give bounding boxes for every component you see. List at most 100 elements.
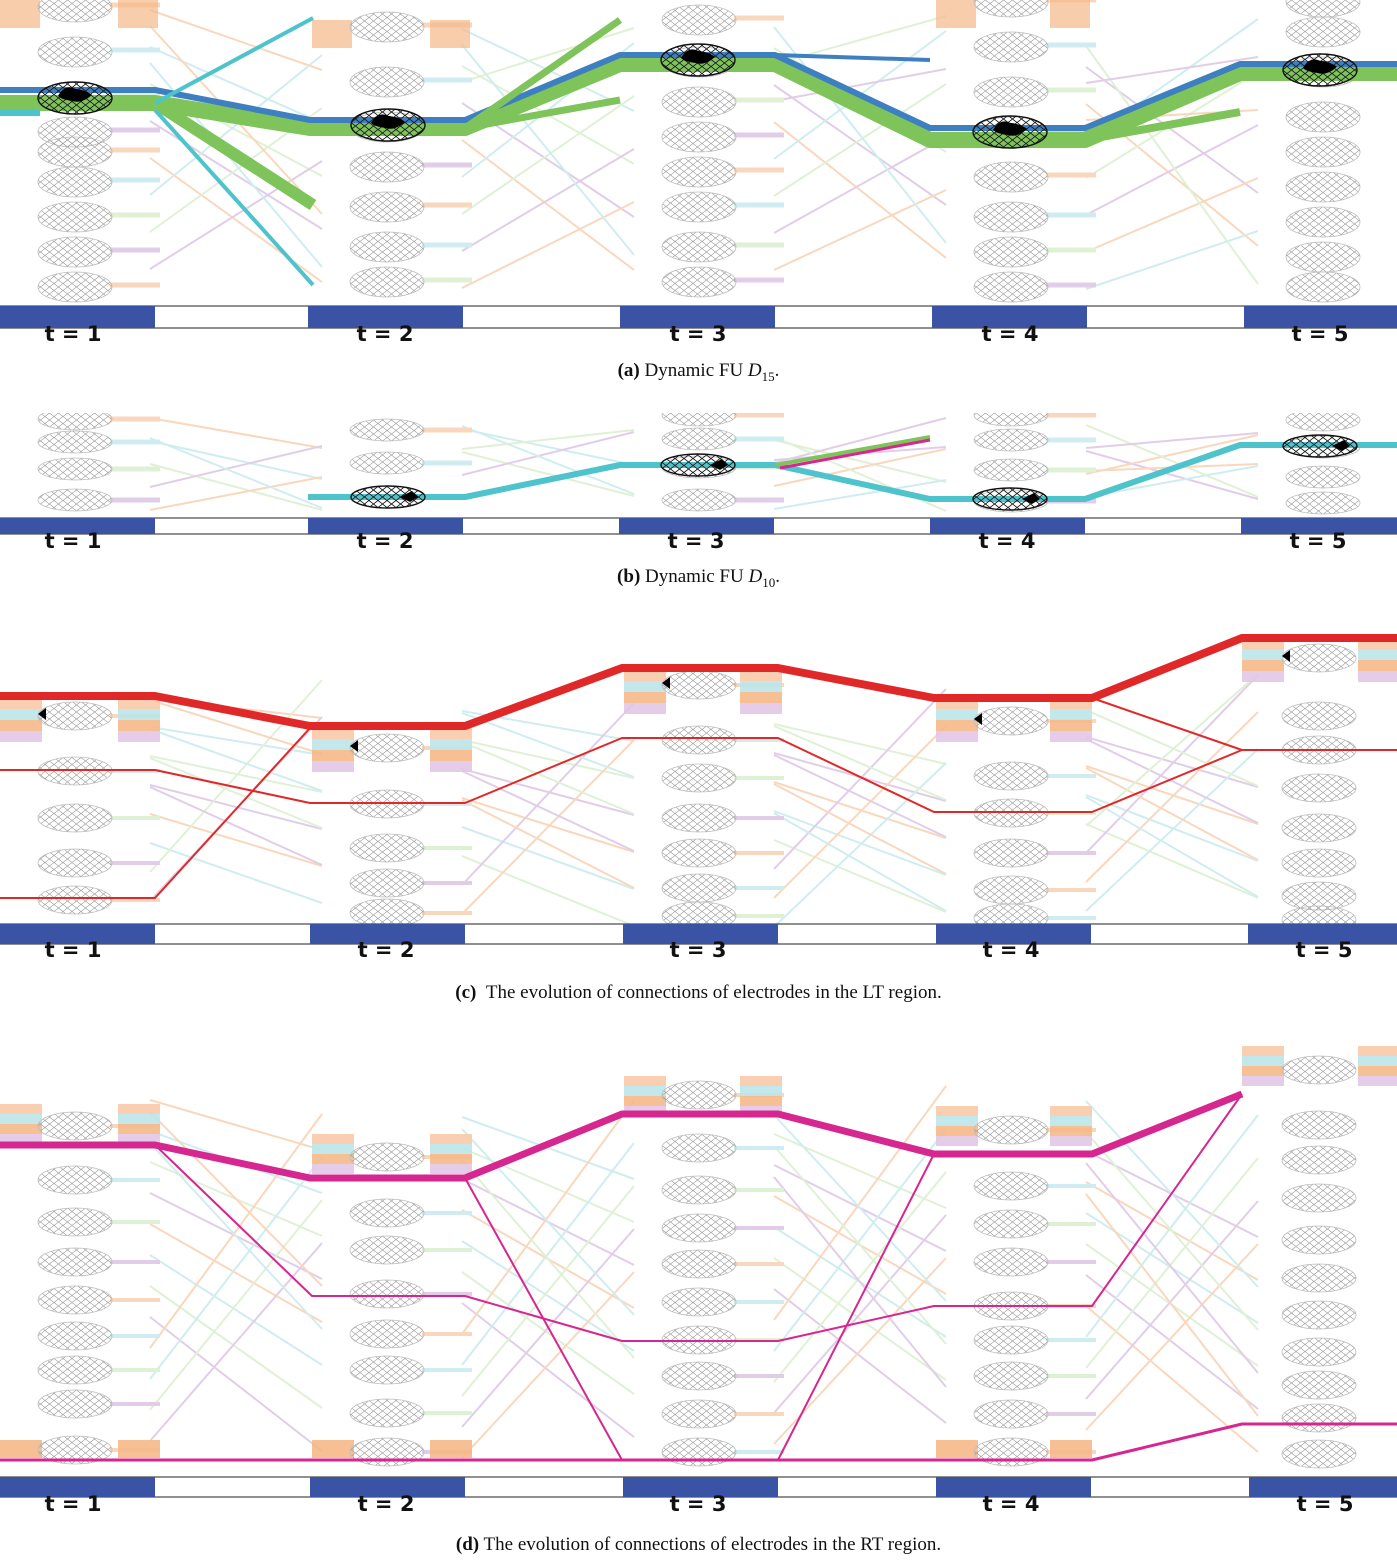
caption-d: (d) The evolution of connections of elec… — [0, 1534, 1397, 1556]
electrode-d-5-7 — [1281, 1337, 1357, 1367]
faint-bundle-d-line-7 — [149, 1316, 323, 1452]
faint-bundle-c-line-39 — [773, 688, 947, 870]
electrode-d-3-3 — [661, 1213, 737, 1243]
caption-c-text: The evolution of connections of electrod… — [485, 982, 942, 1003]
timeline-segment-2 — [310, 924, 465, 944]
electrode-b-2-0 — [349, 418, 425, 442]
band-block-c-6-3 — [936, 731, 978, 742]
electrode-b-4-0 — [973, 413, 1049, 427]
caption-a-sub: 15 — [761, 368, 775, 384]
electrode-a-4-7 — [973, 271, 1049, 303]
flow-diagram-c — [0, 634, 1397, 945]
faint-bundle-d-line-13 — [149, 1142, 323, 1330]
cyan-branch-a-1 — [154, 16, 314, 105]
flow-diagram-d — [0, 1046, 1397, 1498]
electrode-d-5-9 — [1281, 1403, 1357, 1433]
faint-bundle-b-line-29 — [1085, 450, 1259, 500]
faint-bundle-c-line-3 — [149, 784, 323, 830]
band-block-c-5-3 — [740, 703, 782, 714]
faint-bundle-c-line-56 — [1085, 823, 1259, 899]
band-block-c-0-2 — [0, 720, 42, 731]
faint-bundle-a-line-62 — [1085, 56, 1259, 84]
timeline-label-b-4: t = 4 — [978, 529, 1036, 553]
timeline-segment-5 — [1249, 1477, 1397, 1497]
faint-bundle-d-line-29 — [461, 1302, 635, 1438]
electrode-c-3-0 — [661, 670, 737, 700]
caption-b-suffix: . — [775, 566, 780, 587]
electrode-c-3-1 — [661, 725, 737, 755]
timeline-label-c-3: t = 3 — [669, 938, 727, 962]
faint-bundle-c-line-28 — [461, 799, 635, 889]
faint-bundle-a-line-60 — [1085, 230, 1259, 290]
timeline-label-d-3: t = 3 — [669, 1492, 727, 1516]
magenta-path-d-main — [0, 1090, 1244, 1182]
band-block-d-3-1 — [430, 1144, 472, 1154]
electrode-a-2-1 — [349, 66, 425, 98]
electrode-a-2-4 — [349, 191, 425, 223]
electrode-a-5-7 — [1285, 241, 1361, 273]
timeline-segment-5 — [1248, 924, 1397, 944]
timeline-label-a-1: t = 1 — [44, 322, 102, 346]
timeline-label-a-5: t = 5 — [1291, 322, 1349, 346]
caption-b-sub: 10 — [762, 574, 776, 590]
edge-mark-c-2 — [350, 740, 358, 752]
electrode-a-1-5 — [37, 166, 113, 198]
timeline-label-b-2: t = 2 — [356, 529, 414, 553]
band-block-d-7-1 — [1050, 1116, 1092, 1126]
electrode-b-1-2 — [37, 457, 113, 481]
edge-mark-c-4 — [974, 713, 982, 725]
electrode-d-3-7 — [661, 1361, 737, 1391]
faint-bundle-c-line-23 — [461, 702, 635, 886]
caption-d-text: The evolution of connections of electrod… — [483, 1534, 942, 1555]
electrode-b-3-0 — [661, 413, 737, 427]
timeline-label-d-1: t = 1 — [44, 1492, 102, 1516]
electrode-d-3-2 — [661, 1175, 737, 1205]
electrode-d-1-6 — [37, 1355, 113, 1385]
electrode-a-4-4 — [973, 161, 1049, 193]
faint-bundle-a-line-40 — [773, 83, 947, 197]
faint-bundle-c-line-10 — [149, 757, 323, 829]
electrode-d-1-1 — [37, 1165, 113, 1195]
timeline-label-a-2: t = 2 — [356, 322, 414, 346]
band-block-c-0-1 — [0, 709, 42, 720]
faint-bundle-c-line-11 — [149, 786, 323, 866]
band-block-a-1 — [118, 0, 158, 28]
faint-bundle-c-line-40 — [773, 725, 947, 899]
band-block-d-3-0 — [430, 1134, 472, 1144]
timeline-bar — [0, 305, 1397, 329]
faint-bundle-a-line-25 — [461, 148, 635, 252]
electrode-d-2-3 — [349, 1279, 425, 1309]
timeline-segment-2 — [310, 1477, 465, 1497]
band-block-d-2-1 — [312, 1144, 354, 1154]
active-electrode-b-1 — [350, 485, 426, 509]
faint-bundle-c-line-27 — [461, 770, 635, 852]
electrode-b-1-0 — [37, 413, 113, 431]
faint-bundle-c-line-43 — [773, 754, 947, 838]
timeline-segment-5 — [1244, 306, 1397, 328]
faint-bundle-d-line-54 — [773, 1214, 947, 1414]
timeline-segment-1 — [0, 1477, 155, 1497]
electrode-d-4-3 — [973, 1247, 1049, 1277]
faint-bundle-a-line-26 — [461, 201, 635, 289]
active-blob-a-2 — [371, 114, 405, 129]
band-block-d-6-1 — [936, 1116, 978, 1126]
caption-a-var: D — [747, 360, 762, 381]
band-block-c-2-1 — [312, 739, 354, 750]
electrode-c-4-3 — [973, 838, 1049, 868]
electrode-c-1-3 — [37, 848, 113, 878]
electrode-c-2-2 — [349, 833, 425, 863]
band-block-d-4-2 — [624, 1096, 666, 1106]
electrode-b-3-3 — [661, 488, 737, 512]
band-block-c-1-1 — [118, 709, 160, 720]
electrode-c-5-1 — [1281, 701, 1357, 731]
band-block-c-9-2 — [1358, 660, 1397, 671]
red-branch-c — [1091, 697, 1243, 751]
faint-bundle-c-line-5 — [149, 842, 323, 904]
electrode-a-4-5 — [973, 201, 1049, 233]
band-block-d-8-1 — [1242, 1056, 1284, 1066]
electrode-d-3-8 — [661, 1399, 737, 1429]
faint-bundle-c-line-20 — [461, 797, 635, 853]
electrode-c-1-0 — [37, 701, 113, 731]
timeline-label-b-3: t = 3 — [667, 529, 725, 553]
faint-bundle-b-line-30 — [1085, 434, 1259, 475]
